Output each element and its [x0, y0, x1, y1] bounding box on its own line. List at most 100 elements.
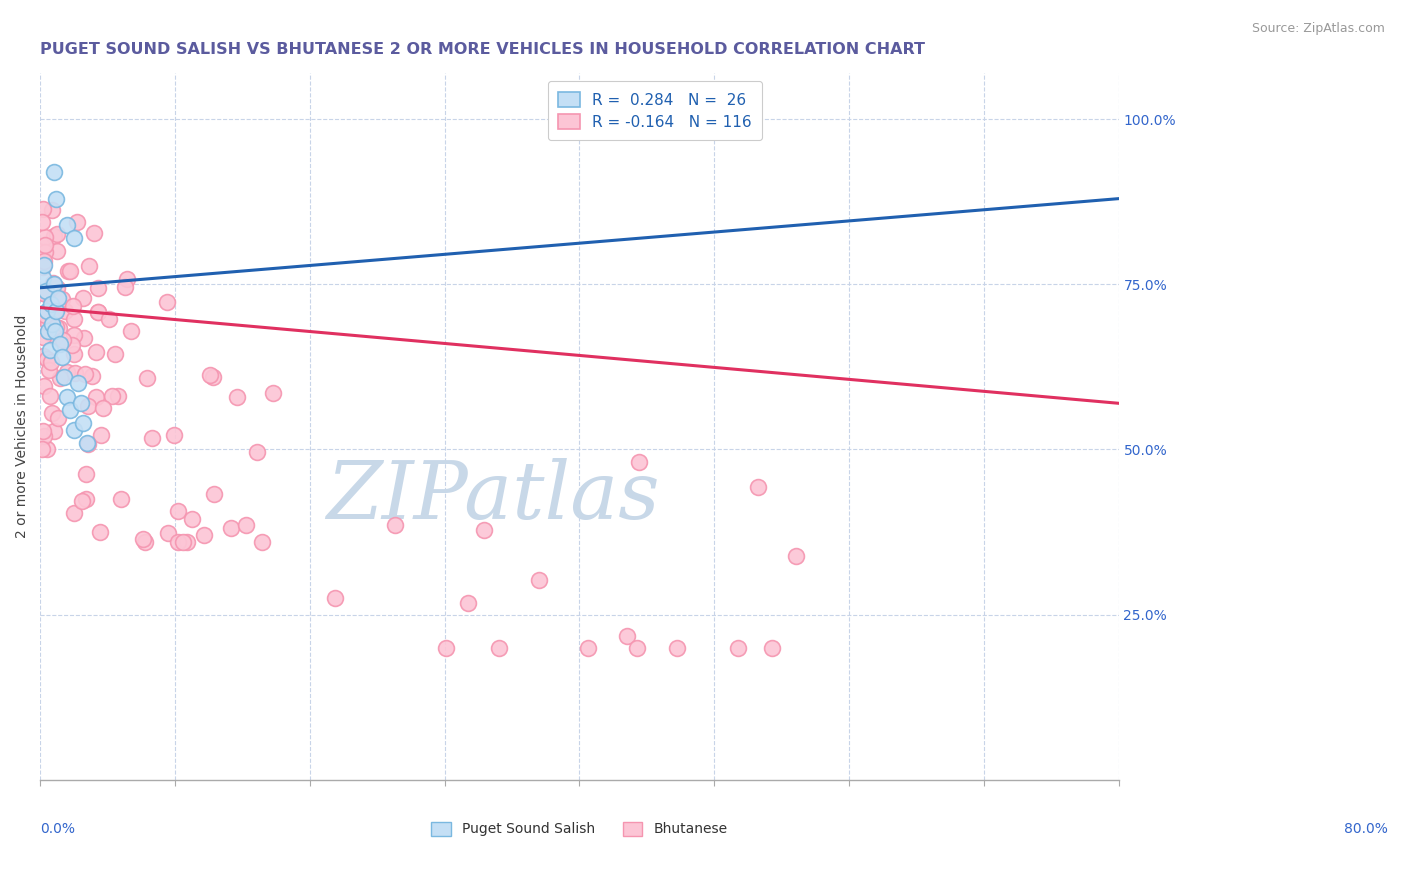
- Point: [63, 506, 86, 520]
- Point: [32, 349, 55, 363]
- Point: [34, 284, 56, 298]
- Point: [472, 523, 495, 537]
- Point: [90, 428, 112, 442]
- Point: [155, 294, 177, 309]
- Point: [576, 640, 599, 655]
- Point: [62, 299, 84, 313]
- Point: [35, 352, 58, 367]
- Text: 0.0%: 0.0%: [41, 822, 75, 836]
- Point: [42, 165, 65, 179]
- Point: [135, 371, 157, 385]
- Point: [167, 535, 190, 549]
- Point: [488, 640, 510, 655]
- Point: [75, 467, 97, 482]
- Point: [32, 425, 55, 439]
- Point: [41, 317, 63, 331]
- Point: [91, 401, 114, 415]
- Point: [39, 355, 62, 369]
- Point: [45, 281, 67, 295]
- Point: [32, 258, 55, 272]
- Point: [58, 264, 80, 278]
- Point: [52, 334, 75, 348]
- Point: [39, 388, 62, 402]
- Point: [727, 640, 749, 655]
- Point: [747, 480, 769, 494]
- Point: [60, 338, 83, 352]
- Point: [32, 428, 55, 442]
- Point: [35, 442, 58, 457]
- Point: [34, 245, 56, 260]
- Point: [665, 640, 688, 655]
- Point: [219, 521, 242, 535]
- Text: 80.0%: 80.0%: [1344, 822, 1388, 836]
- Point: [141, 431, 163, 445]
- Point: [34, 230, 56, 244]
- Point: [45, 244, 67, 258]
- Point: [104, 346, 127, 360]
- Point: [77, 399, 100, 413]
- Point: [132, 532, 155, 546]
- Point: [37, 324, 59, 338]
- Point: [77, 259, 100, 273]
- Point: [51, 350, 73, 364]
- Point: [46, 291, 69, 305]
- Point: [75, 492, 97, 507]
- Point: [134, 535, 156, 549]
- Point: [34, 238, 56, 252]
- Text: Source: ZipAtlas.com: Source: ZipAtlas.com: [1251, 22, 1385, 36]
- Point: [62, 231, 84, 245]
- Point: [31, 215, 53, 229]
- Point: [250, 535, 273, 549]
- Point: [45, 192, 67, 206]
- Point: [44, 330, 66, 344]
- Point: [180, 512, 202, 526]
- Point: [89, 525, 111, 540]
- Point: [66, 376, 89, 391]
- Point: [98, 312, 121, 326]
- Point: [76, 437, 98, 451]
- Point: [32, 260, 55, 274]
- Point: [45, 304, 67, 318]
- Point: [41, 406, 63, 420]
- Point: [86, 305, 108, 319]
- Point: [69, 396, 91, 410]
- Point: [35, 304, 58, 318]
- Point: [37, 317, 59, 331]
- Point: [76, 436, 98, 450]
- Point: [41, 202, 63, 217]
- Point: [48, 321, 70, 335]
- Point: [246, 444, 269, 458]
- Point: [44, 424, 66, 438]
- Point: [51, 293, 73, 307]
- Point: [62, 347, 84, 361]
- Point: [87, 281, 110, 295]
- Point: [785, 549, 807, 563]
- Point: [55, 304, 77, 318]
- Point: [84, 390, 107, 404]
- Point: [45, 319, 67, 334]
- Point: [72, 416, 94, 430]
- Point: [38, 343, 60, 358]
- Point: [434, 640, 457, 655]
- Point: [48, 411, 70, 425]
- Point: [193, 528, 215, 542]
- Point: [202, 486, 225, 500]
- Point: [44, 324, 66, 338]
- Point: [176, 535, 198, 549]
- Point: [34, 378, 56, 392]
- Point: [457, 596, 479, 610]
- Point: [110, 491, 132, 506]
- Legend: Puget Sound Salish, Bhutanese: Puget Sound Salish, Bhutanese: [425, 814, 734, 843]
- Point: [48, 371, 70, 385]
- Point: [84, 344, 107, 359]
- Point: [75, 368, 97, 382]
- Point: [32, 202, 55, 216]
- Point: [49, 337, 72, 351]
- Point: [62, 312, 84, 326]
- Point: [62, 328, 84, 343]
- Point: [32, 254, 55, 268]
- Point: [59, 403, 82, 417]
- Point: [53, 370, 76, 384]
- Point: [45, 227, 67, 242]
- Point: [31, 329, 53, 343]
